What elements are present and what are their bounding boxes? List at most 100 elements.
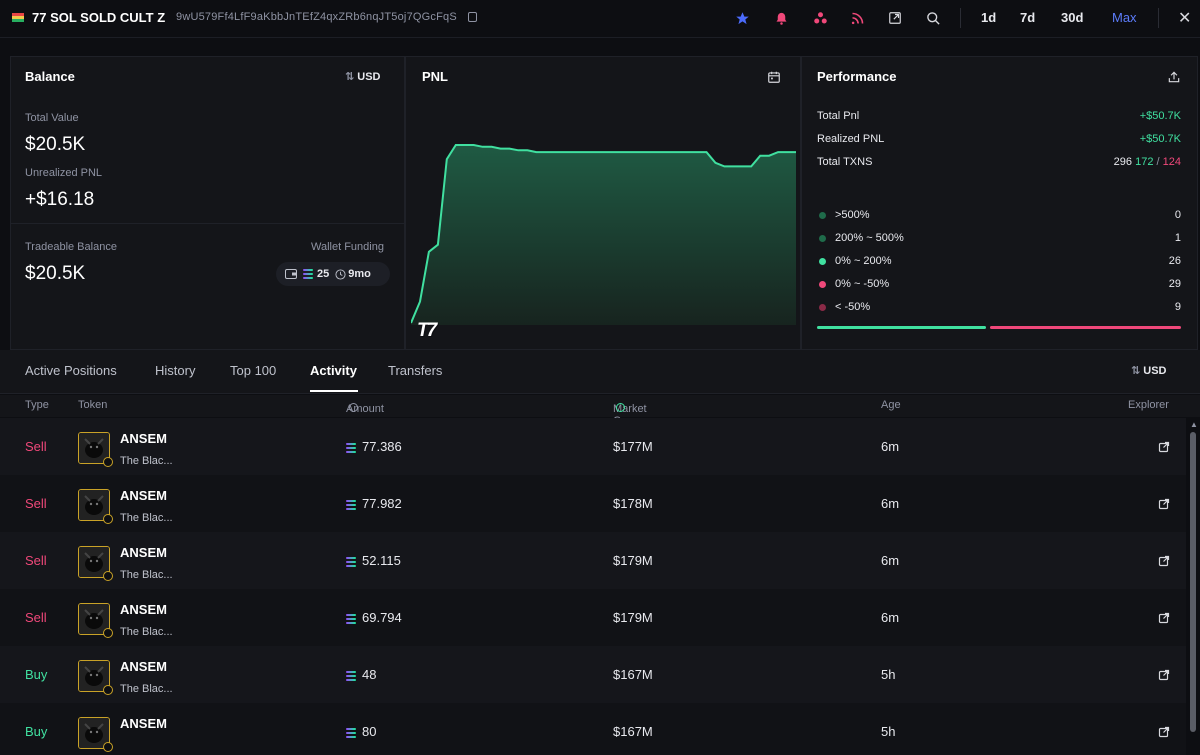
- distribution-bar: [817, 326, 1181, 329]
- tx-market-cap: $167M: [613, 724, 653, 739]
- tab-history[interactable]: History: [155, 363, 196, 378]
- scroll-up-icon[interactable]: ▲: [1190, 420, 1198, 429]
- wallet-funding-chip[interactable]: 25 9mo: [276, 262, 390, 286]
- star-icon[interactable]: [734, 10, 750, 26]
- token-symbol[interactable]: ANSEM: [120, 659, 167, 674]
- token-symbol[interactable]: ANSEM: [120, 716, 167, 731]
- distribution-dot: [819, 234, 826, 242]
- tx-amount-value: 52.115: [362, 553, 401, 568]
- pnl-chart: [411, 144, 796, 325]
- explorer-link-icon[interactable]: [1158, 441, 1170, 453]
- distribution-range: < -50%: [835, 301, 871, 313]
- external-link-icon[interactable]: [887, 10, 903, 26]
- token-avatar[interactable]: [78, 603, 110, 635]
- tradeable-balance-value: $20.5K: [25, 263, 86, 284]
- clock-icon: [335, 268, 346, 280]
- token-symbol[interactable]: ANSEM: [120, 602, 167, 617]
- bell-icon[interactable]: [773, 10, 789, 26]
- unrealized-pnl-label: Unrealized PNL: [25, 167, 103, 179]
- token-symbol[interactable]: ANSEM: [120, 431, 167, 446]
- sells-count: 124: [1162, 156, 1181, 168]
- range-30d[interactable]: 30d: [1061, 10, 1084, 25]
- explorer-link-icon[interactable]: [1158, 669, 1170, 681]
- explorer-link-icon[interactable]: [1158, 726, 1170, 738]
- tx-age: 6m: [881, 439, 900, 454]
- distribution-count: 9: [1174, 301, 1181, 313]
- tab-active-positions[interactable]: Active Positions: [25, 363, 117, 378]
- distribution-range: 0% ~ 200%: [835, 255, 892, 267]
- tx-amount: 69.794: [346, 610, 402, 626]
- tx-amount-value: 80: [362, 724, 377, 739]
- wallet-funding-label: Wallet Funding: [311, 241, 384, 253]
- currency-label: USD: [1143, 365, 1167, 377]
- divider: [960, 8, 961, 28]
- col-token: Token: [78, 399, 108, 411]
- distribution-label: < -50%: [819, 301, 870, 313]
- distribution-bar-red: [990, 326, 1181, 329]
- toggle-icon: [349, 403, 358, 412]
- copy-icon[interactable]: [468, 12, 477, 22]
- table-currency-toggle[interactable]: ⇅ USD: [1131, 364, 1167, 377]
- distribution-row: 0% ~ -50% 29: [819, 278, 1181, 290]
- sol-icon: [346, 726, 356, 740]
- range-max[interactable]: Max: [1112, 10, 1137, 25]
- pump-badge-icon: [103, 685, 113, 695]
- tab-activity[interactable]: Activity: [310, 363, 357, 378]
- token-avatar[interactable]: [78, 489, 110, 521]
- scroll-thumb[interactable]: [1190, 432, 1196, 732]
- explorer-link-icon[interactable]: [1158, 555, 1170, 567]
- tx-type: Buy: [25, 724, 48, 739]
- pump-badge-icon: [103, 571, 113, 581]
- sol-icon: [346, 669, 356, 683]
- currency-toggle[interactable]: ⇅ USD: [345, 70, 381, 83]
- total-value-label: Total Value: [25, 112, 79, 124]
- performance-title: Performance: [817, 69, 897, 84]
- range-7d[interactable]: 7d: [1020, 10, 1036, 25]
- distribution-row: 0% ~ 200% 26: [819, 255, 1181, 267]
- tx-amount: 48: [346, 667, 376, 683]
- wallet-address[interactable]: 9wU579Ff4LfF9aKbbJnTEfZ4qxZRb6nqJT5oj7QG…: [176, 11, 457, 23]
- pnl-line: [411, 144, 796, 324]
- distribution-count: 0: [1174, 209, 1181, 221]
- calendar-icon[interactable]: [767, 70, 781, 89]
- scrollbar[interactable]: ▲: [1187, 418, 1200, 755]
- pump-badge-icon: [103, 742, 113, 752]
- tx-age: 6m: [881, 496, 900, 511]
- rss-icon[interactable]: [849, 10, 865, 26]
- total-pnl-row: Total Pnl +$50.7K: [817, 110, 1181, 122]
- table-row[interactable]: Sell ANSEM The Blac... 77.386 $177M 6m: [0, 418, 1186, 475]
- unrealized-pnl-value: +$16.18: [25, 189, 95, 210]
- search-icon[interactable]: [925, 10, 941, 26]
- tx-amount-value: 77.386: [362, 439, 402, 454]
- buys-count: 172: [1135, 156, 1154, 168]
- range-1d[interactable]: 1d: [981, 10, 997, 25]
- table-row[interactable]: Buy ANSEM 80 $167M 5h: [0, 703, 1186, 755]
- wallet-flag-icon: [12, 13, 24, 23]
- col-type: Type: [25, 399, 49, 411]
- sol-icon: [346, 555, 356, 569]
- tab-top-100[interactable]: Top 100: [230, 363, 277, 378]
- col-age: Age: [881, 399, 901, 411]
- tx-type: Sell: [25, 553, 47, 568]
- total-pnl-value: +$50.7K: [1139, 110, 1181, 122]
- tx-market-cap: $167M: [613, 667, 653, 682]
- explorer-link-icon[interactable]: [1158, 498, 1170, 510]
- distribution-row: 200% ~ 500% 1: [819, 232, 1181, 244]
- table-row[interactable]: Sell ANSEM The Blac... 52.115 $179M 6m: [0, 532, 1186, 589]
- table-row[interactable]: Buy ANSEM The Blac... 48 $167M 5h: [0, 646, 1186, 703]
- table-row[interactable]: Sell ANSEM The Blac... 77.982 $178M 6m: [0, 475, 1186, 532]
- total-txns-row: Total TXNS 296 172 / 124: [817, 156, 1181, 168]
- close-icon[interactable]: ✕: [1178, 10, 1192, 27]
- table-row[interactable]: Sell ANSEM The Blac... 69.794 $179M 6m: [0, 589, 1186, 646]
- token-name: The Blac...: [120, 569, 173, 581]
- explorer-link-icon[interactable]: [1158, 612, 1170, 624]
- txns-separator: /: [1156, 156, 1160, 168]
- activity-table: Sell ANSEM The Blac... 77.386 $177M 6m Sell ANS…: [0, 418, 1186, 755]
- share-icon[interactable]: [1167, 70, 1181, 89]
- realized-pnl-row: Realized PNL +$50.7K: [817, 133, 1181, 145]
- token-symbol[interactable]: ANSEM: [120, 545, 167, 560]
- tab-transfers[interactable]: Transfers: [388, 363, 443, 378]
- token-symbol[interactable]: ANSEM: [120, 488, 167, 503]
- pump-badge-icon: [103, 628, 113, 638]
- bubbles-icon[interactable]: [812, 10, 828, 26]
